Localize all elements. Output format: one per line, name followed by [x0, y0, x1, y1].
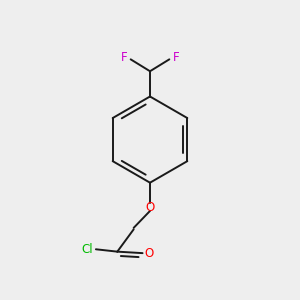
Text: O: O — [146, 201, 154, 214]
Text: O: O — [145, 247, 154, 260]
Text: F: F — [121, 51, 128, 64]
Text: Cl: Cl — [82, 243, 93, 256]
Text: F: F — [172, 51, 179, 64]
